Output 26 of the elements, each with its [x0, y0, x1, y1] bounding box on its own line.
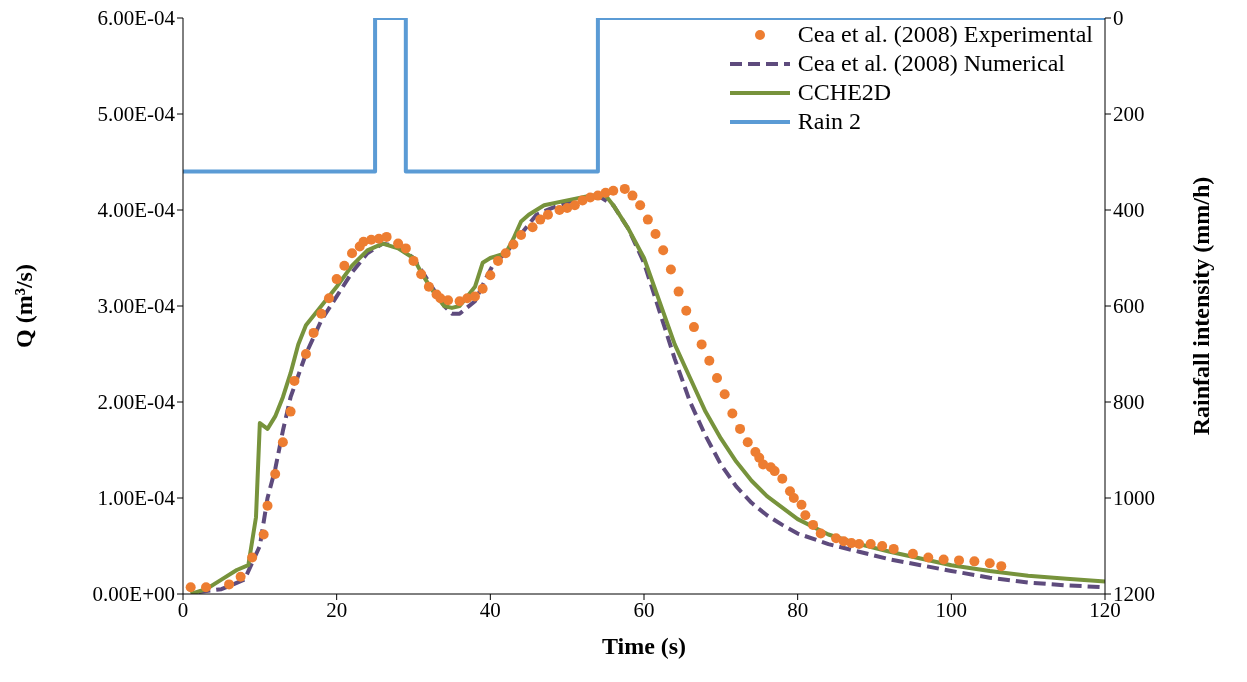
- y-tick-label: 5.00E-04: [97, 102, 176, 127]
- x-tick-label: 20: [326, 597, 348, 622]
- y-tick-label: 1.00E-04: [97, 486, 176, 511]
- legend-label: Rain 2: [797, 107, 862, 136]
- y2-tick-label: 1000: [1113, 486, 1155, 511]
- y-tick-label: 4.00E-04: [97, 198, 176, 223]
- legend-label: CCHE2D: [797, 78, 892, 107]
- y-tick-label: 3.00E-04: [97, 294, 176, 319]
- y2-tick-label: 800: [1113, 390, 1145, 415]
- y-axis-title: Q (m³/s): [10, 264, 37, 348]
- y2-tick-label: 400: [1113, 198, 1145, 223]
- x-tick-label: 60: [633, 597, 655, 622]
- y2-axis-title: Rainfall intensity (mm/h): [1187, 176, 1214, 436]
- x-tick-label: 40: [479, 597, 501, 622]
- x-axis-title: Time (s): [601, 633, 687, 659]
- y-tick-label: 2.00E-04: [97, 390, 176, 415]
- x-tick-label: 0: [177, 597, 189, 622]
- y-tick-label: 6.00E-04: [97, 6, 176, 31]
- legend-label: Cea et al. (2008) Experimental: [797, 20, 1093, 49]
- y2-tick-label: 600: [1113, 294, 1145, 319]
- legend-label: Cea et al. (2008) Numerical: [797, 49, 1066, 78]
- y2-tick-label: 0: [1113, 6, 1124, 31]
- y-tick-label: 0.00E+00: [92, 582, 175, 607]
- y2-tick-label: 200: [1113, 102, 1145, 127]
- x-tick-label: 80: [787, 597, 809, 622]
- x-tick-label: 100: [935, 597, 968, 622]
